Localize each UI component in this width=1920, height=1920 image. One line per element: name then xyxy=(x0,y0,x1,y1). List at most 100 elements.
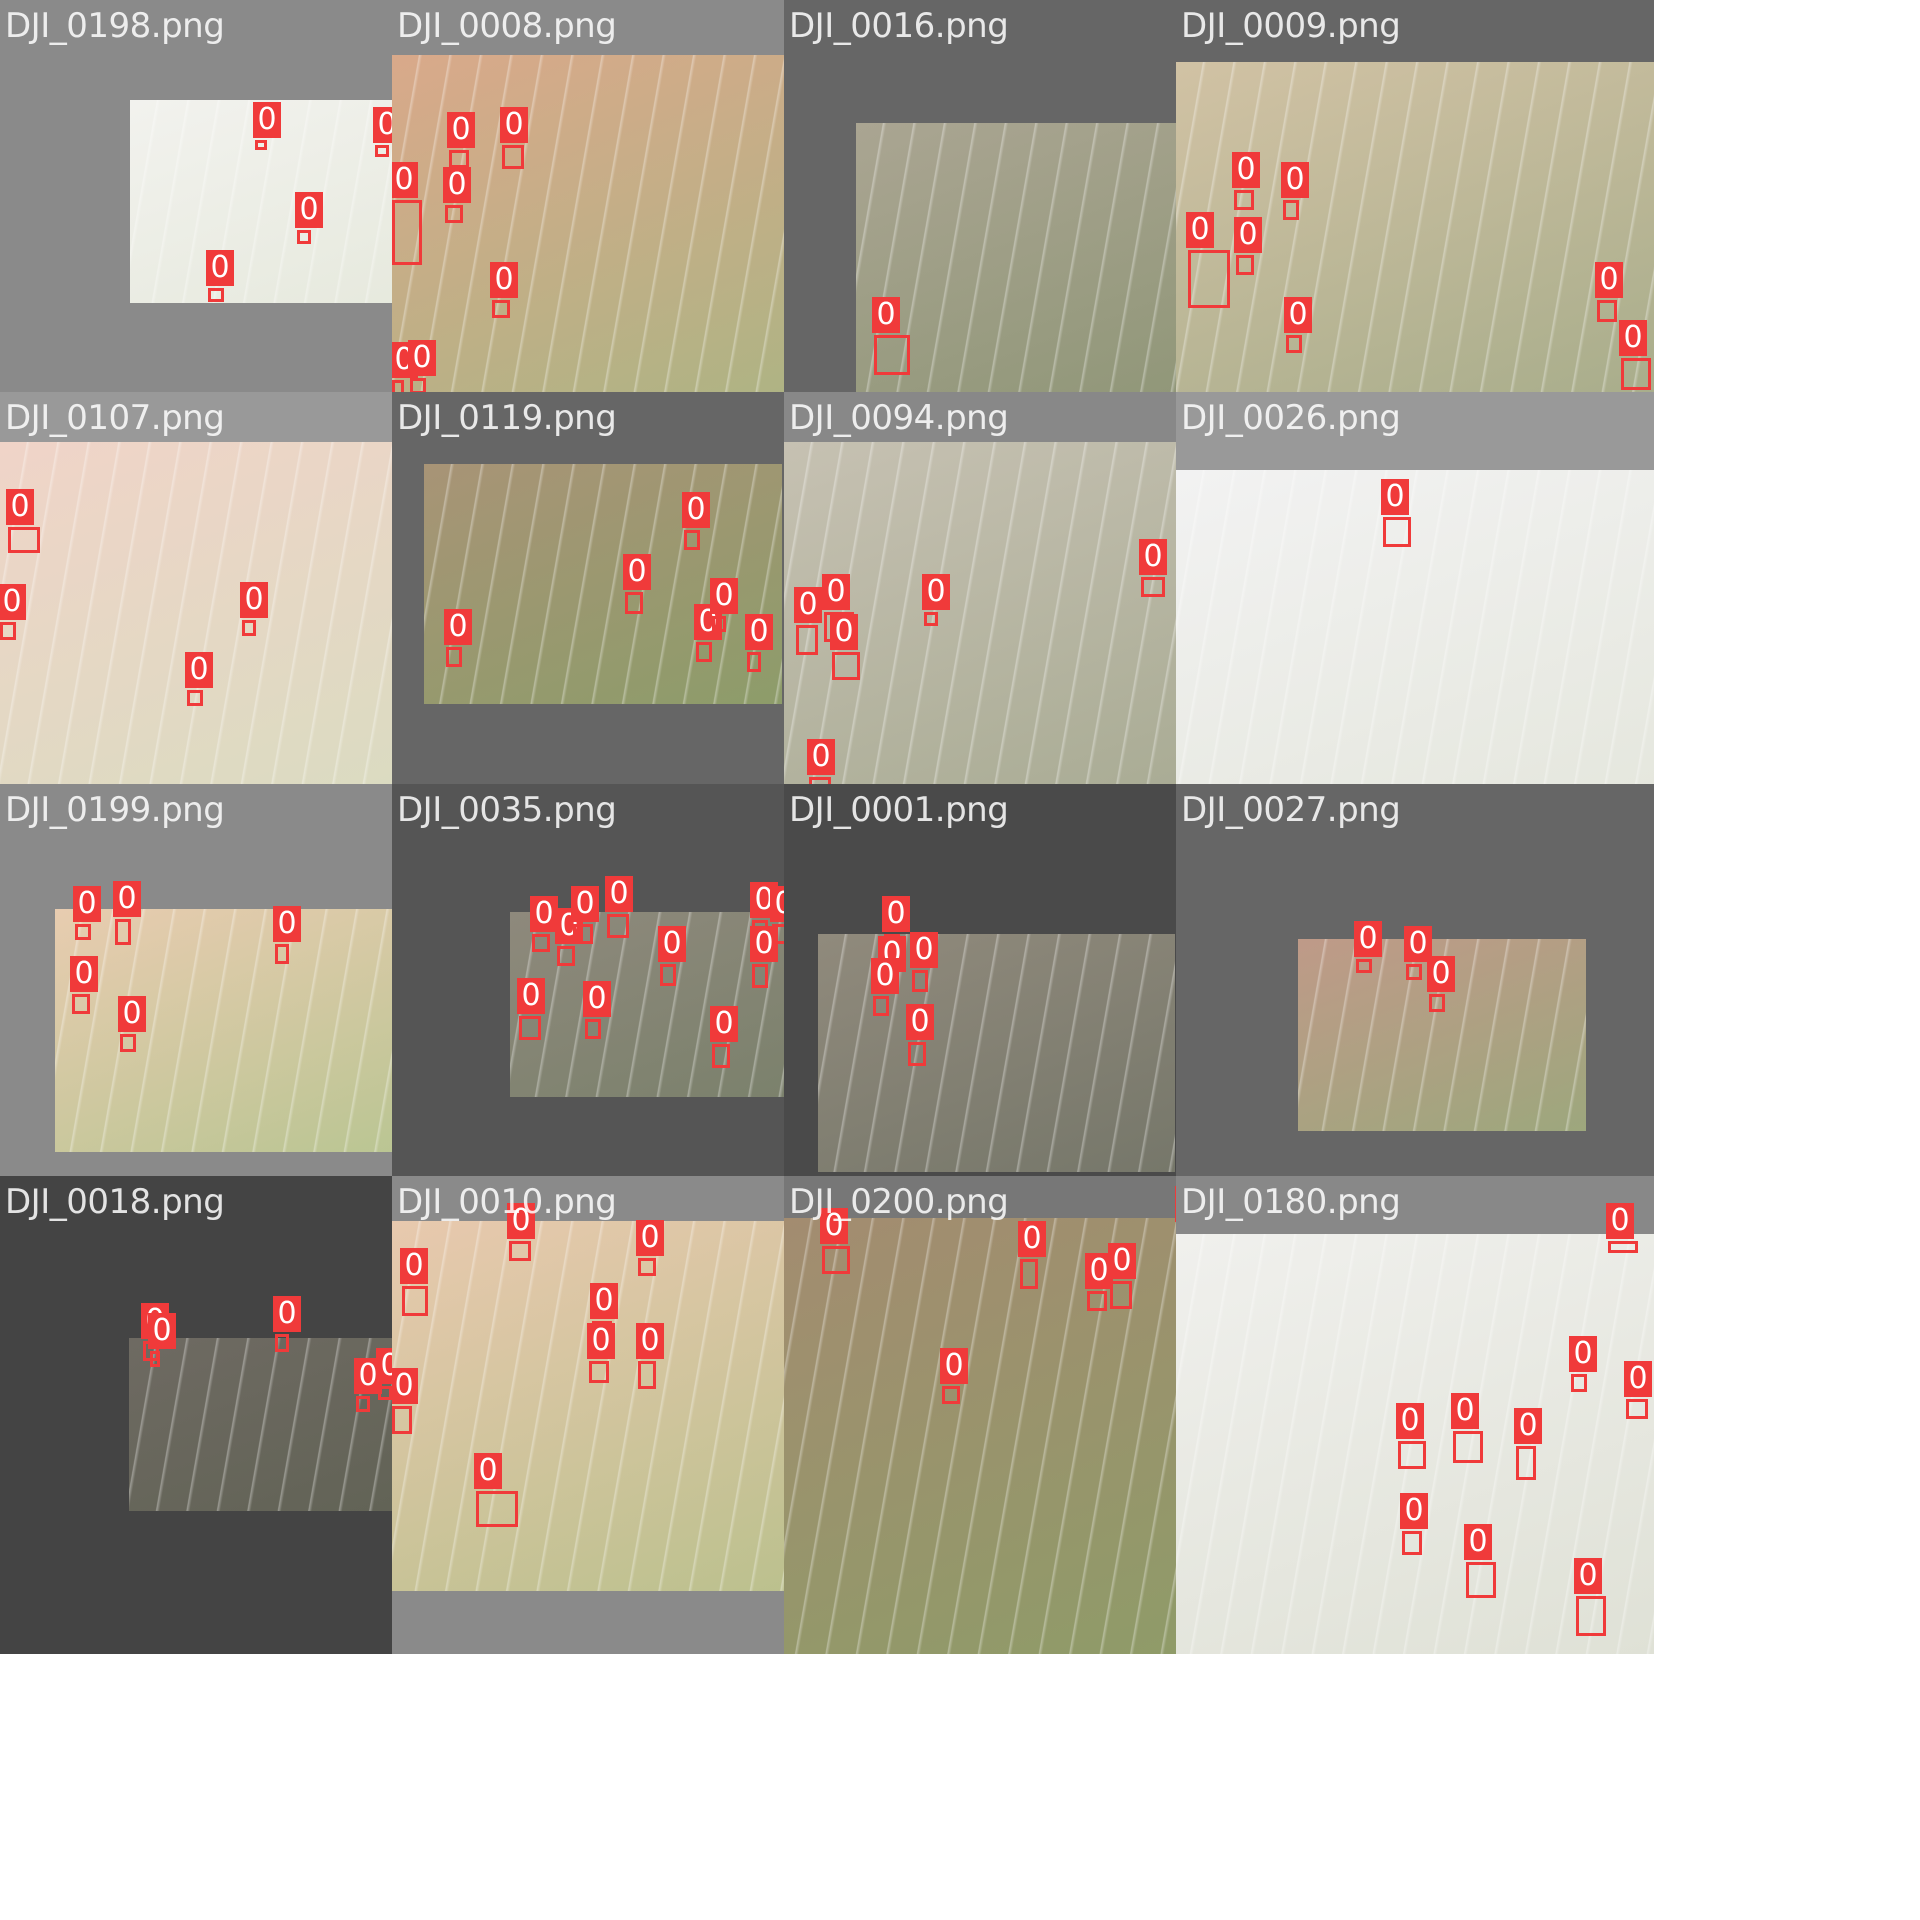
class-label: 0 xyxy=(1574,1558,1602,1594)
detection-box: 0 xyxy=(400,1248,428,1316)
class-label: 0 xyxy=(118,996,146,1032)
bounding-box-outline xyxy=(822,1246,850,1274)
bounding-box-outline xyxy=(1383,517,1411,547)
aerial-photo xyxy=(1298,939,1586,1131)
bounding-box-outline xyxy=(255,140,267,150)
detection-box: 0 xyxy=(694,604,722,662)
class-label: 0 xyxy=(1085,1253,1113,1289)
bounding-box-outline xyxy=(532,934,550,952)
class-label: 0 xyxy=(408,340,436,376)
bounding-box-outline xyxy=(638,1258,656,1276)
detection-box: 0 xyxy=(1464,1524,1496,1598)
class-label: 0 xyxy=(745,614,773,650)
bounding-box-outline xyxy=(392,200,422,265)
filename-label: DJI_0016.png xyxy=(789,6,1009,46)
class-label: 0 xyxy=(794,587,822,623)
bounding-box-outline xyxy=(476,1491,518,1527)
detection-box: 0 xyxy=(443,167,471,223)
class-label: 0 xyxy=(906,1004,934,1040)
detection-box: 0 xyxy=(636,1323,664,1389)
class-label: 0 xyxy=(1108,1243,1136,1279)
class-label: 0 xyxy=(1396,1403,1424,1439)
class-label: 0 xyxy=(1514,1408,1542,1444)
class-label: 0 xyxy=(70,956,98,992)
class-label: 0 xyxy=(623,554,651,590)
bounding-box-outline xyxy=(1402,1531,1422,1555)
filename-label: DJI_0094.png xyxy=(789,398,1009,438)
class-label: 0 xyxy=(443,167,471,203)
class-label: 0 xyxy=(6,489,34,525)
detection-box: 0 xyxy=(295,192,323,244)
detection-box: 0 xyxy=(1234,217,1262,275)
class-label: 0 xyxy=(750,926,778,962)
bounding-box-outline xyxy=(752,964,768,988)
detection-box: 0 xyxy=(1018,1221,1046,1289)
bounding-box-outline xyxy=(1429,994,1445,1012)
detection-box: 0 xyxy=(922,574,950,626)
detection-box: 0 xyxy=(1514,1408,1542,1480)
filename-label: DJI_0119.png xyxy=(397,398,617,438)
bounding-box-outline xyxy=(375,145,389,157)
bounding-box-outline xyxy=(509,1241,531,1261)
class-label: 0 xyxy=(1569,1336,1597,1372)
bounding-box-outline xyxy=(1286,335,1302,353)
class-label: 0 xyxy=(587,1323,615,1359)
detection-box: 0 xyxy=(507,1203,535,1261)
bounding-box-outline xyxy=(72,994,90,1014)
filename-label: DJI_0199.png xyxy=(5,790,225,830)
class-label: 0 xyxy=(820,1208,848,1244)
class-label: 0 xyxy=(1464,1524,1492,1560)
filename-label: DJI_0018.png xyxy=(5,1182,225,1222)
bounding-box-outline xyxy=(1621,358,1651,390)
filename-label: DJI_0180.png xyxy=(1181,1182,1401,1222)
detection-box: 0 xyxy=(872,297,910,375)
detection-box: 0 xyxy=(240,582,268,636)
detection-box: 0 xyxy=(1574,1558,1606,1636)
bounding-box-outline xyxy=(942,1386,960,1404)
filename-label: DJI_0008.png xyxy=(397,6,617,46)
class-label: 0 xyxy=(392,1368,418,1404)
detection-box: 0 xyxy=(710,1006,738,1068)
detection-box: 0 xyxy=(273,1296,301,1352)
class-label: 0 xyxy=(1427,956,1455,992)
bounding-box-outline xyxy=(446,647,462,667)
detection-box: 0 xyxy=(1284,297,1312,353)
class-label: 0 xyxy=(1281,162,1309,198)
bounding-box-outline xyxy=(638,1361,656,1389)
bounding-box-outline xyxy=(1110,1281,1132,1309)
bounding-box-outline xyxy=(747,652,761,672)
detection-box: 0 xyxy=(517,978,545,1040)
bounding-box-outline xyxy=(796,625,818,655)
bounding-box-outline xyxy=(1283,200,1299,220)
bounding-box-outline xyxy=(8,527,40,553)
class-label: 0 xyxy=(583,981,611,1017)
class-label: 0 xyxy=(273,906,301,942)
detection-box: 0 xyxy=(530,896,558,952)
filename-label: DJI_0198.png xyxy=(5,6,225,46)
class-label: 0 xyxy=(185,652,213,688)
detection-box: 0 xyxy=(273,906,301,964)
class-label: 0 xyxy=(253,102,281,138)
filename-label: DJI_0010.png xyxy=(397,1182,617,1222)
planting-rows xyxy=(1176,470,1654,835)
bounding-box-outline xyxy=(912,970,928,992)
class-label: 0 xyxy=(1284,297,1312,333)
filename-label: DJI_0026.png xyxy=(1181,398,1401,438)
filename-label: DJI_0001.png xyxy=(789,790,1009,830)
detection-box: 0 xyxy=(710,578,738,632)
detection-box: 0 xyxy=(605,876,633,938)
class-label: 0 xyxy=(1624,1361,1652,1397)
bounding-box-outline xyxy=(1020,1259,1038,1289)
bounding-box-outline xyxy=(1141,577,1165,597)
image-tile: 0 0 0 0 0 0 0 DJI_0009.png xyxy=(1176,0,1654,478)
detection-box: 0 xyxy=(820,1208,850,1274)
bounding-box-outline xyxy=(908,1042,926,1066)
aerial-photo xyxy=(1176,470,1654,835)
class-label: 0 xyxy=(447,112,475,148)
detection-box: 0 xyxy=(6,489,40,553)
class-label: 0 xyxy=(507,1203,535,1239)
bounding-box-outline xyxy=(1236,255,1254,275)
detection-box: 0 xyxy=(118,996,146,1052)
bounding-box-outline xyxy=(712,616,726,632)
detection-box: 0 xyxy=(830,614,860,680)
